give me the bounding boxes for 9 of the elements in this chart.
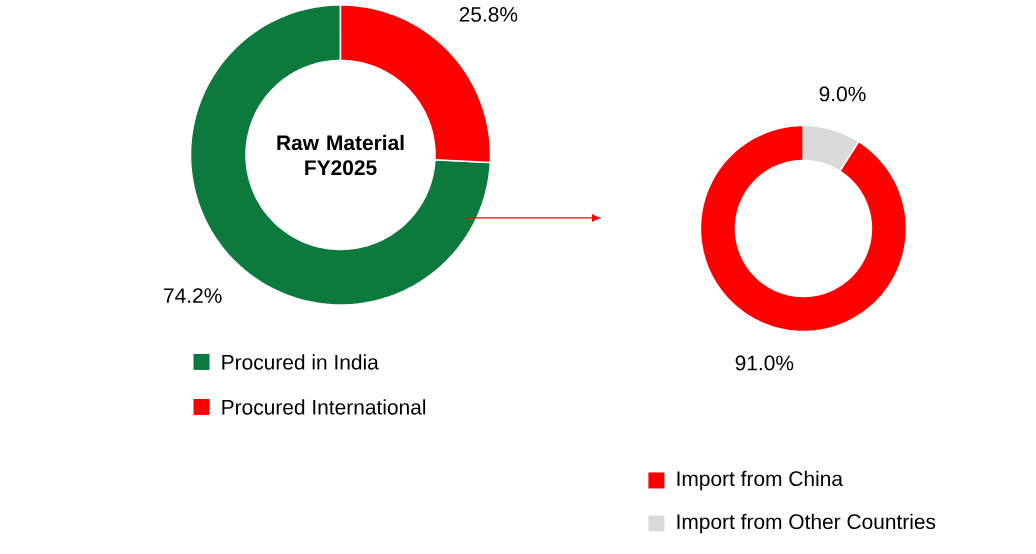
legend-label: Procured in India <box>222 354 379 370</box>
data-label: 25.8% <box>459 6 518 22</box>
data-label: 91.0% <box>735 355 794 371</box>
legend-label: Import from China <box>677 470 843 491</box>
text: Raw Material FY2025 <box>277 134 404 176</box>
legend-label: Procured International <box>222 399 426 415</box>
data-label: 9.0% <box>819 86 866 102</box>
legend-label: Import from Other Countries <box>677 513 936 534</box>
data-label: 74.2% <box>164 288 222 303</box>
